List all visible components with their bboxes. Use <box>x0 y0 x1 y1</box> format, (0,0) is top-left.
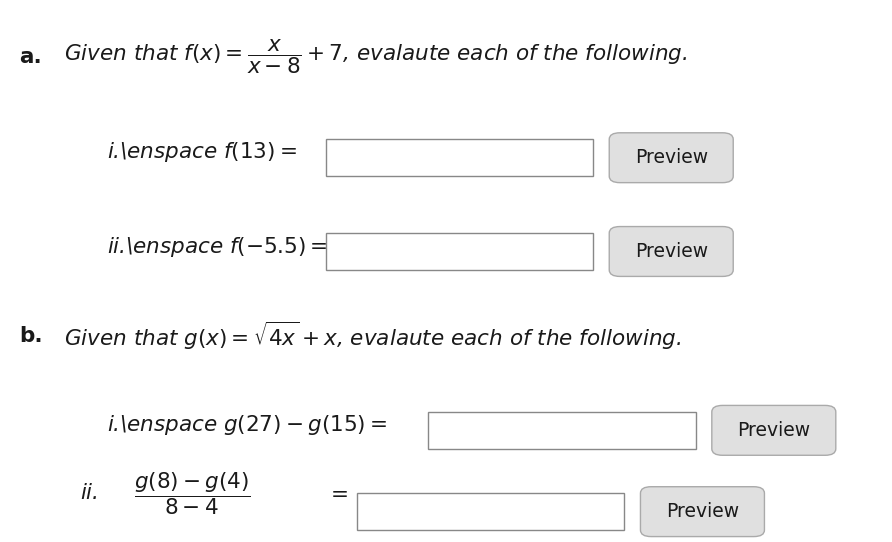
Text: b.: b. <box>20 326 43 346</box>
Text: Preview: Preview <box>666 502 739 521</box>
Text: a.: a. <box>20 47 43 67</box>
Text: Preview: Preview <box>738 421 810 440</box>
FancyBboxPatch shape <box>326 139 593 176</box>
FancyBboxPatch shape <box>609 227 733 276</box>
FancyBboxPatch shape <box>609 133 733 183</box>
Text: Preview: Preview <box>635 242 707 261</box>
Text: ii.\enspace $f(-5.5) =$: ii.\enspace $f(-5.5) =$ <box>107 235 327 259</box>
FancyBboxPatch shape <box>712 405 836 455</box>
Text: $\dfrac{g(8) - g(4)}{8 - 4}$: $\dfrac{g(8) - g(4)}{8 - 4}$ <box>134 470 251 517</box>
Text: ii.: ii. <box>80 483 99 503</box>
Text: $=$: $=$ <box>326 483 348 503</box>
Text: i.\enspace $g(27) - g(15) =$: i.\enspace $g(27) - g(15) =$ <box>107 414 387 437</box>
FancyBboxPatch shape <box>357 493 624 530</box>
Text: Given that $g(x) = \sqrt{4x} + x$, evalaute each of the following.: Given that $g(x) = \sqrt{4x} + x$, evala… <box>64 320 681 352</box>
FancyBboxPatch shape <box>326 233 593 270</box>
FancyBboxPatch shape <box>428 412 696 449</box>
Text: Preview: Preview <box>635 148 707 167</box>
FancyBboxPatch shape <box>640 487 764 537</box>
Text: i.\enspace $f(13) =$: i.\enspace $f(13) =$ <box>107 140 297 164</box>
Text: Given that $f(x) = \dfrac{x}{x-8} + 7$, evalaute each of the following.: Given that $f(x) = \dfrac{x}{x-8} + 7$, … <box>64 37 688 76</box>
